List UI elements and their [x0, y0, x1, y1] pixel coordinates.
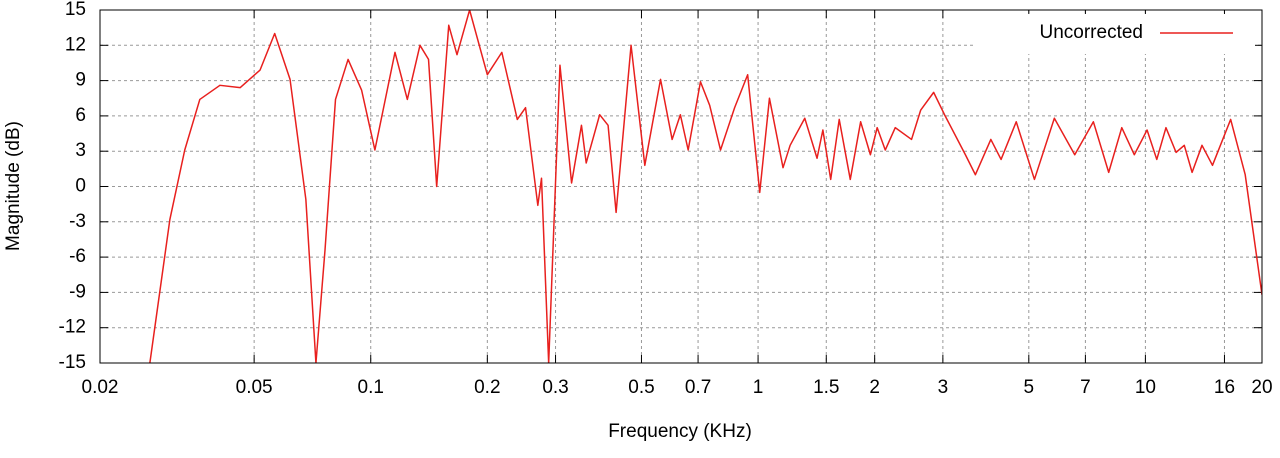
y-axis-label: Magnitude (dB)	[3, 121, 24, 251]
x-tick-label: 10	[1135, 377, 1156, 398]
y-tick-label: -9	[69, 281, 86, 302]
y-tick-label: -15	[59, 352, 86, 373]
y-tick-label: -6	[69, 246, 86, 267]
legend-box	[975, 14, 1255, 54]
y-tick-label: 9	[75, 70, 86, 91]
x-axis-label: Frequency (KHz)	[608, 421, 752, 442]
y-tick-label: -12	[59, 317, 86, 338]
x-tick-label: 16	[1214, 377, 1235, 398]
y-tick-label: 0	[75, 176, 86, 197]
x-tick-label: 20	[1251, 377, 1272, 398]
x-tick-label: 1	[753, 377, 764, 398]
x-tick-label: 7	[1080, 377, 1091, 398]
x-tick-label: 0.3	[542, 377, 568, 398]
y-tick-label: 3	[75, 140, 86, 161]
plot-frame	[99, 9, 1263, 364]
x-tick-label: 2	[869, 377, 880, 398]
x-tick-label: 1.5	[813, 377, 839, 398]
y-tick-label: -3	[69, 211, 86, 232]
x-tick-label: 0.7	[685, 377, 711, 398]
x-tick-label: 0.05	[236, 377, 273, 398]
x-tick-label: 0.1	[358, 377, 384, 398]
legend: Uncorrected	[975, 14, 1255, 54]
y-tick-label: 15	[65, 0, 86, 20]
x-tick-label: 5	[1024, 377, 1035, 398]
x-tick-label: 0.02	[82, 377, 119, 398]
x-tick-label: 3	[938, 377, 949, 398]
x-tick-label: 0.5	[628, 377, 654, 398]
legend-label: Uncorrected	[1040, 22, 1144, 43]
x-tick-label: 0.2	[474, 377, 500, 398]
data-line	[149, 10, 1262, 363]
y-tick-label: 6	[75, 105, 86, 126]
y-tick-label: 12	[65, 34, 86, 55]
